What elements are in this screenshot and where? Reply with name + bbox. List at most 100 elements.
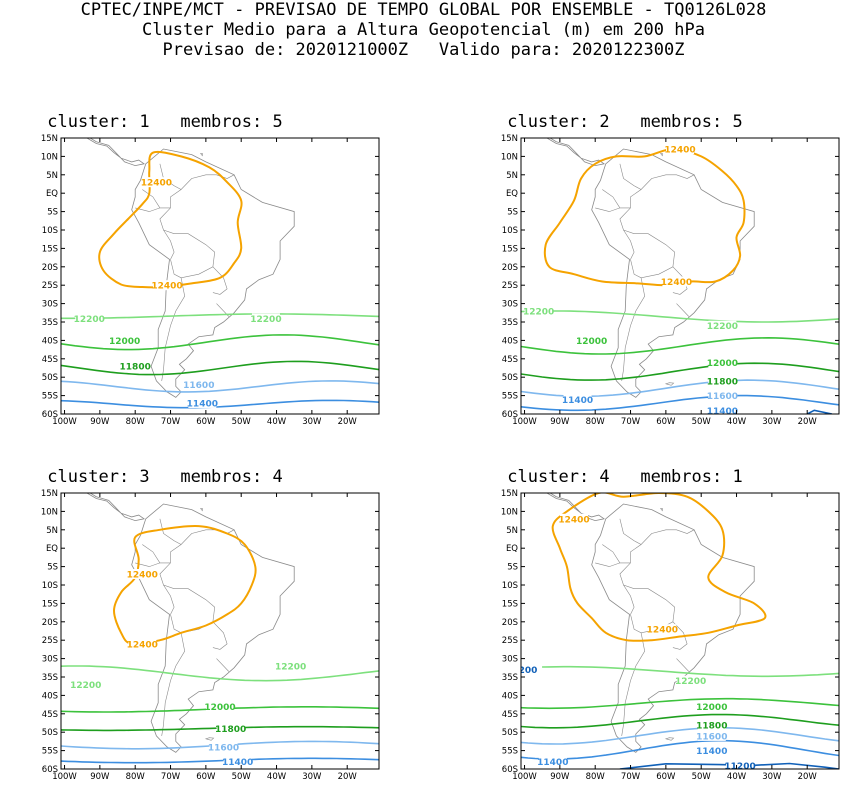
contour-label-bg — [666, 144, 694, 155]
contour-label-bg — [697, 719, 726, 730]
lat-tick-label: 40S — [42, 691, 58, 701]
lon-tick-label: 80W — [586, 417, 606, 427]
lat-tick-label: 15S — [502, 244, 518, 254]
lat-tick-label: 35S — [42, 673, 58, 683]
lat-tick-label: 35S — [42, 318, 58, 328]
contour-label-bg — [577, 335, 606, 346]
map-frame — [520, 137, 840, 415]
lat-tick-label: 15N — [41, 134, 58, 144]
map-panel-cluster-2: cluster: 2 membros: 5 12400 12400 12200 122… — [460, 112, 840, 432]
country-border — [619, 529, 695, 634]
contour-11200 — [806, 409, 833, 414]
lat-tick-label: 10N — [501, 507, 518, 517]
lon-tick-label: 20W — [798, 417, 818, 427]
contour-12000 — [521, 336, 839, 355]
country-border — [623, 229, 635, 260]
contour-12400 — [543, 147, 746, 287]
lat-tick-label: 50S — [42, 373, 58, 383]
contour-label-bg — [121, 361, 150, 372]
lat-tick-label: 20S — [502, 263, 518, 273]
map-panel-cluster-3: cluster: 3 membros: 4 12400 12400 12200 122… — [0, 467, 380, 787]
country-border — [621, 632, 646, 736]
contour-12400 — [98, 150, 243, 289]
lat-tick-label: 60S — [502, 410, 518, 420]
contour-label-bg — [188, 397, 217, 408]
south-america-coastline — [131, 503, 295, 753]
contour-label: 12400 — [558, 515, 589, 525]
lon-tick-label: 60W — [196, 772, 216, 782]
lon-tick-label: 50W — [232, 417, 252, 427]
contour-label-bg — [524, 305, 553, 316]
contour-11400 — [521, 394, 839, 412]
country-border — [621, 277, 646, 381]
contour-label: 12200 — [675, 677, 706, 687]
contour-label: 12400 — [664, 146, 695, 156]
contour-label: 12000 — [109, 337, 140, 347]
country-border — [135, 562, 160, 567]
contour-11600 — [521, 727, 839, 745]
island-outline — [204, 737, 215, 741]
lon-tick-label: 40W — [727, 417, 747, 427]
country-border — [595, 207, 620, 212]
contour-label-bg — [662, 276, 691, 287]
contour-label-bg — [708, 375, 737, 386]
country-border — [619, 518, 642, 545]
contour-label: 12200 — [523, 307, 554, 317]
lat-tick-label: 5N — [506, 171, 518, 181]
contour-label: 11800 — [707, 377, 738, 387]
country-border — [595, 562, 620, 567]
lat-tick-label: 10N — [41, 152, 58, 162]
contour-label: 12000 — [696, 703, 727, 713]
contour-label: 12400 — [647, 626, 678, 636]
header-subtitle: Cluster Medio para a Altura Geopotencial… — [142, 20, 705, 40]
contour-label-bg — [184, 379, 213, 390]
country-border — [163, 584, 175, 615]
lon-tick-label: 70W — [621, 417, 641, 427]
central-america-coastline — [86, 138, 145, 167]
contour-label-bg — [209, 741, 238, 752]
contour-label-bg — [153, 280, 181, 291]
contour-label-bg — [708, 320, 737, 331]
lat-tick-label: 10N — [501, 152, 518, 162]
lon-tick-label: 90W — [90, 772, 110, 782]
lat-tick-label: 55S — [502, 392, 518, 402]
lon-tick-label: 50W — [692, 772, 712, 782]
contour-label: 11400 — [562, 396, 593, 406]
contour-label-bg — [648, 624, 677, 635]
lat-tick-label: 20S — [42, 618, 58, 628]
lon-tick-label: 100W — [52, 772, 77, 782]
contour-label-bg — [276, 660, 305, 671]
island-outline — [199, 153, 204, 157]
lat-tick-label: 20S — [502, 618, 518, 628]
contour-label-bg — [128, 638, 157, 649]
lat-tick-label: 5S — [507, 208, 518, 218]
lat-tick-label: 10S — [502, 581, 518, 591]
lon-tick-label: 30W — [762, 417, 782, 427]
contour-label-bg — [216, 723, 245, 734]
contour-11800 — [61, 360, 379, 376]
lat-tick-label: 15N — [41, 489, 58, 499]
contour-label-bg — [206, 701, 234, 712]
geopotential-map: 12400 12400 12200 12200 12000 11800 11600 11400… — [41, 134, 380, 427]
contour-label-bg — [75, 313, 104, 324]
map-content: 12400 12400 12200 12200 12000 11800 11600 11400 — [61, 138, 379, 409]
contour-12000 — [521, 697, 839, 710]
contour-label: 11200 — [724, 762, 755, 772]
contour-label: 11400 — [707, 407, 738, 417]
contour-label: 12200 — [250, 315, 281, 325]
lat-tick-label: 50S — [502, 373, 518, 383]
central-america-coastline — [546, 493, 605, 522]
contour-label-bg — [697, 730, 726, 741]
lat-tick-label: EQ — [46, 544, 58, 554]
lon-tick-label: 80W — [586, 772, 606, 782]
contour-11600 — [61, 380, 379, 393]
contour-label-bg — [142, 177, 171, 188]
lon-tick-label: 30W — [302, 417, 322, 427]
lon-tick-label: 70W — [161, 417, 181, 427]
lon-tick-label: 80W — [126, 772, 146, 782]
country-border — [163, 229, 175, 260]
lat-tick-label: 5N — [46, 526, 58, 536]
contour-label: 11400 — [187, 399, 218, 409]
country-border — [135, 207, 160, 212]
contour-label: 12400 — [661, 278, 692, 288]
